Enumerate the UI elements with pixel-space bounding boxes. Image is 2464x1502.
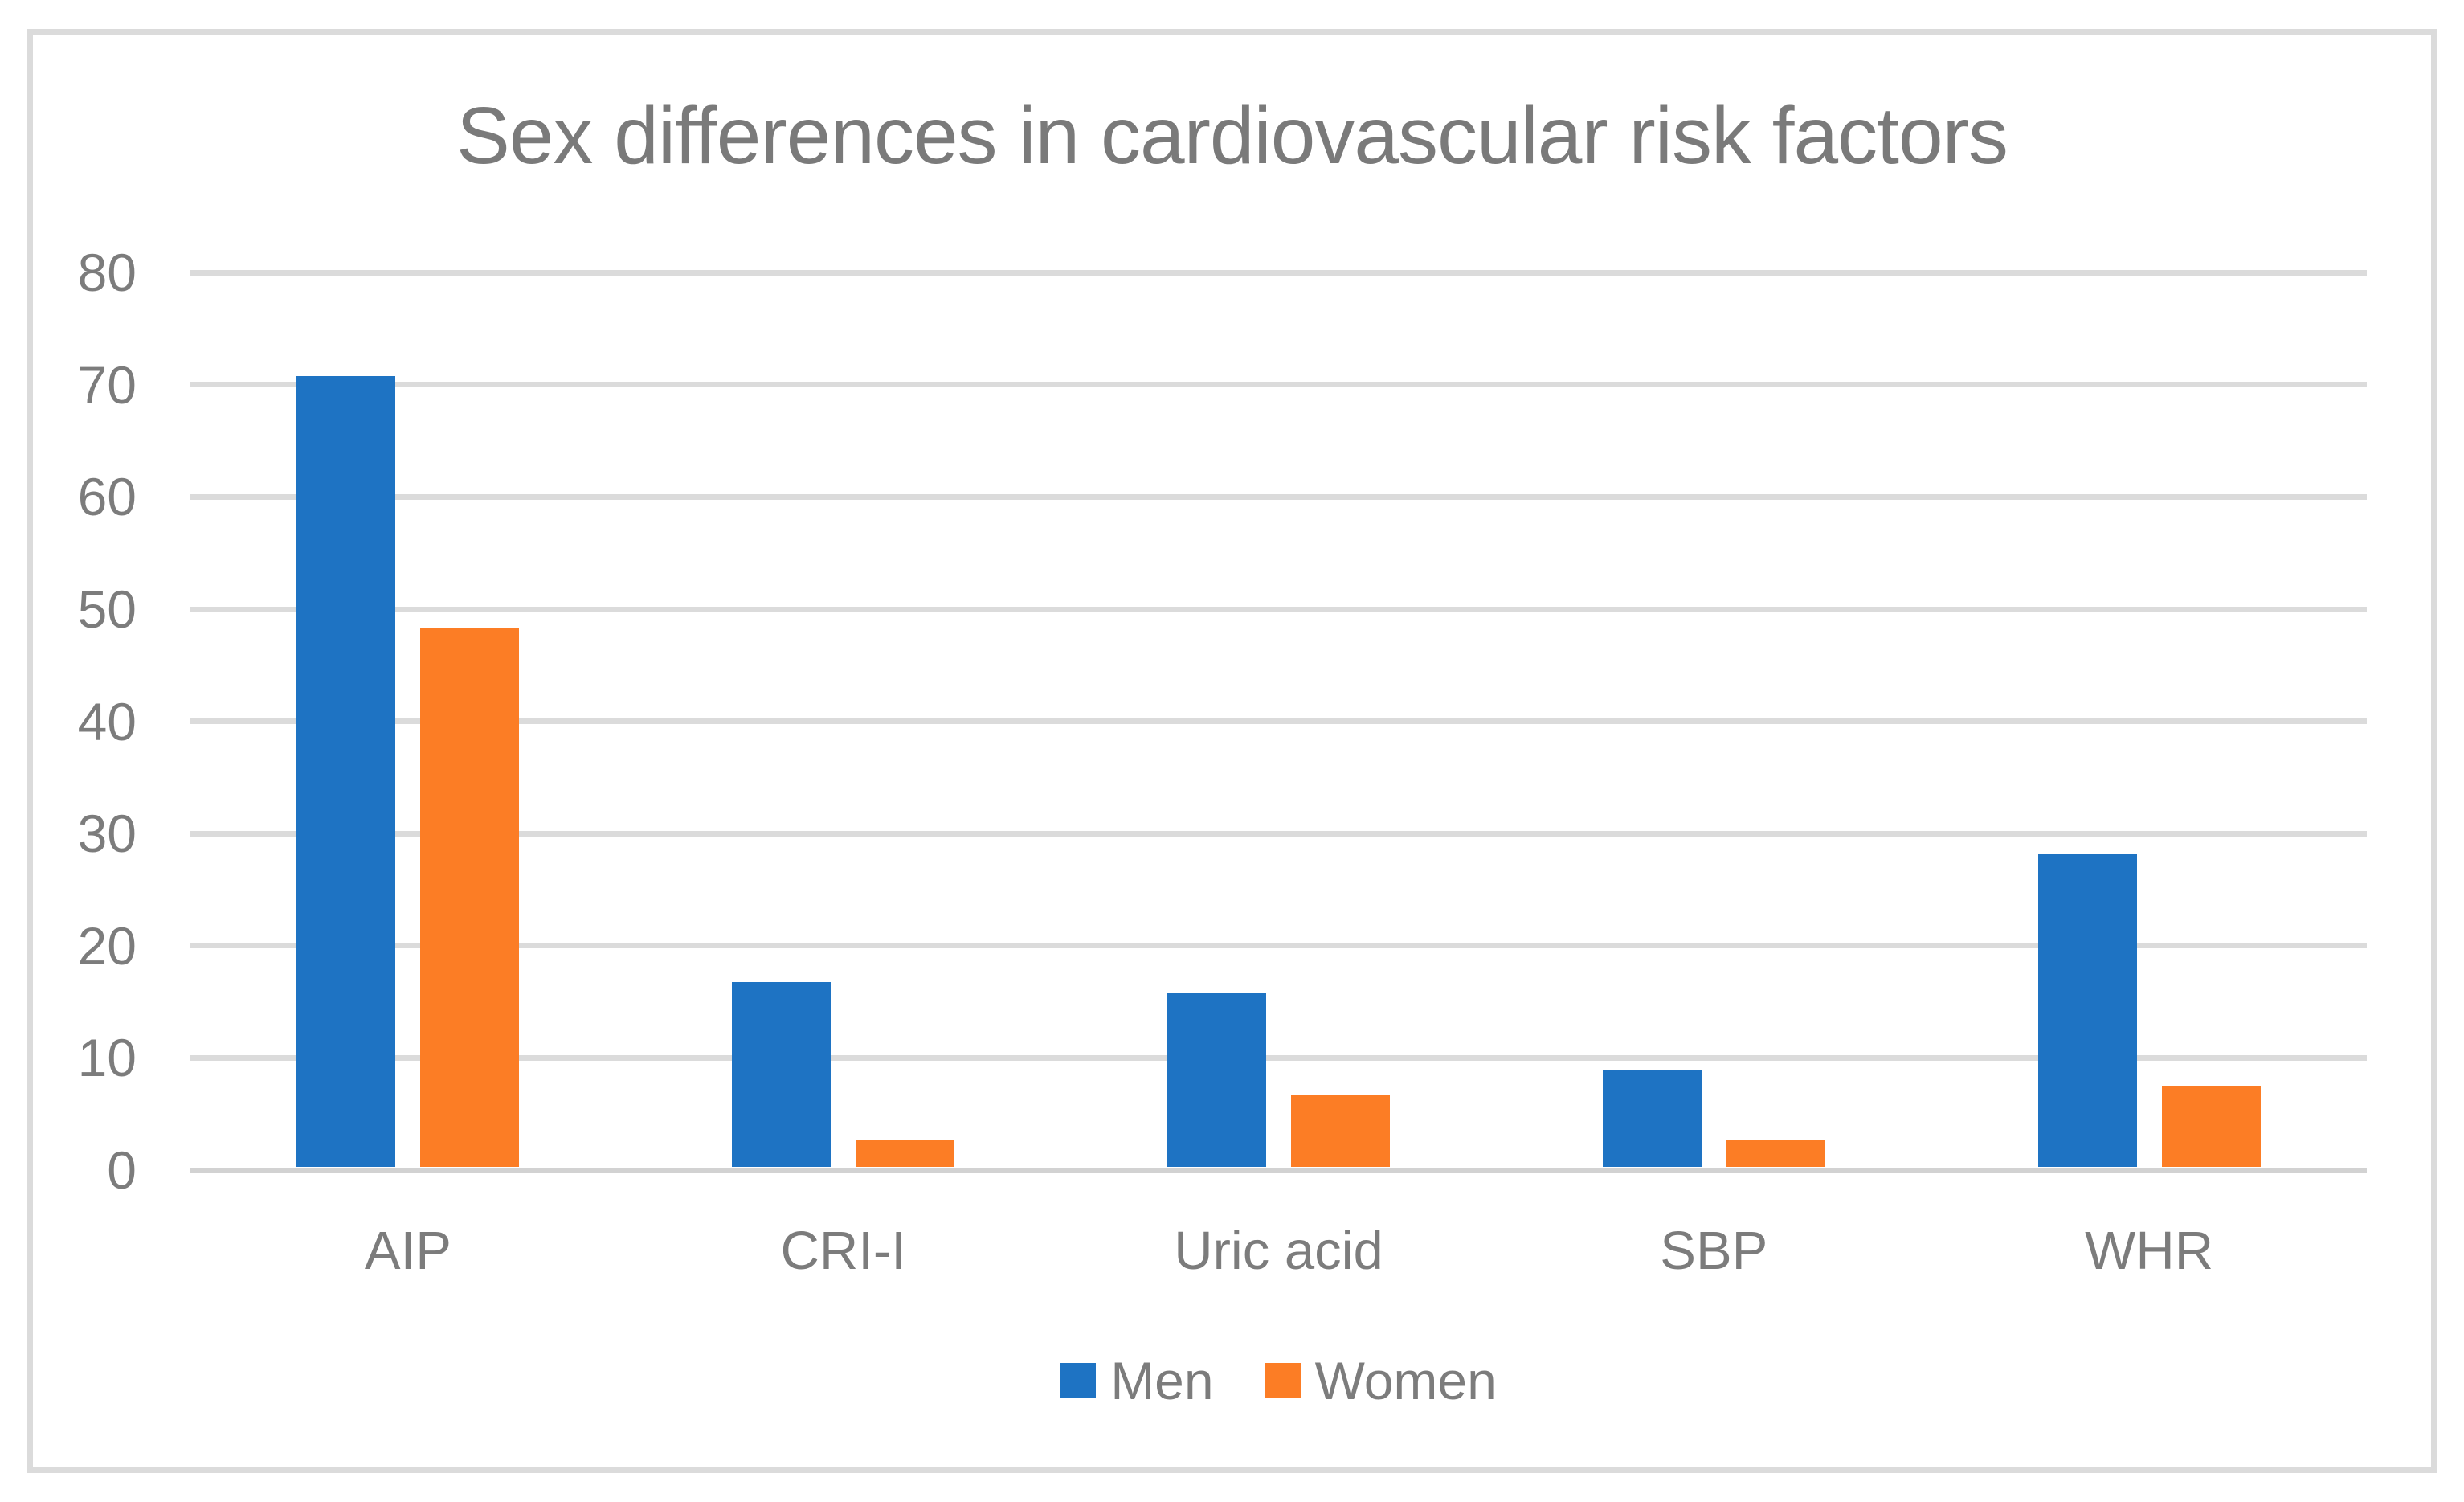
y-tick-label: 0 <box>107 1140 137 1200</box>
y-tick-label: 40 <box>77 691 137 751</box>
figure-border <box>27 29 2437 1473</box>
gridline <box>190 830 2367 837</box>
gridline <box>190 606 2367 612</box>
legend-label-men: Men <box>1110 1351 1214 1410</box>
legend-swatch-women <box>1265 1363 1301 1398</box>
x-axis-line <box>190 1167 2367 1173</box>
y-tick-label: 10 <box>77 1028 137 1088</box>
chart-title: Sex differences in cardiovascular risk f… <box>456 91 2008 181</box>
gridline <box>190 269 2367 276</box>
bar-women-whr <box>2161 1085 2261 1168</box>
y-tick-label: 20 <box>77 915 137 976</box>
category-label: AIP <box>364 1221 452 1281</box>
legend: Men Women <box>190 1351 2367 1410</box>
bar-women-uric-acid <box>1291 1094 1390 1168</box>
bar-men-sbp <box>1602 1070 1702 1168</box>
legend-item-men: Men <box>1060 1351 1214 1410</box>
y-tick-label: 50 <box>77 579 137 639</box>
category-label: WHR <box>2085 1221 2214 1281</box>
gridline <box>190 382 2367 388</box>
gridline <box>190 943 2367 949</box>
legend-label-women: Women <box>1314 1351 1497 1410</box>
bar-women-sbp <box>1726 1140 1825 1168</box>
y-tick-label: 80 <box>77 243 137 303</box>
legend-swatch-men <box>1060 1363 1097 1398</box>
bar-women-aip <box>420 628 520 1168</box>
y-tick-label: 60 <box>77 467 137 527</box>
bar-men-uric-acid <box>1167 993 1266 1168</box>
bar-men-cri-i <box>732 982 832 1168</box>
bar-men-aip <box>296 376 396 1168</box>
category-label: Uric acid <box>1174 1221 1383 1281</box>
y-tick-label: 70 <box>77 354 137 415</box>
gridline <box>190 493 2367 500</box>
legend-item-women: Women <box>1265 1351 1497 1410</box>
gridline <box>190 1054 2367 1061</box>
category-label: CRI-I <box>780 1221 906 1281</box>
bar-women-cri-i <box>856 1139 955 1168</box>
bar-men-whr <box>2037 854 2137 1168</box>
category-label: SBP <box>1660 1221 1768 1281</box>
gridline <box>190 718 2367 725</box>
y-tick-label: 30 <box>77 804 137 864</box>
